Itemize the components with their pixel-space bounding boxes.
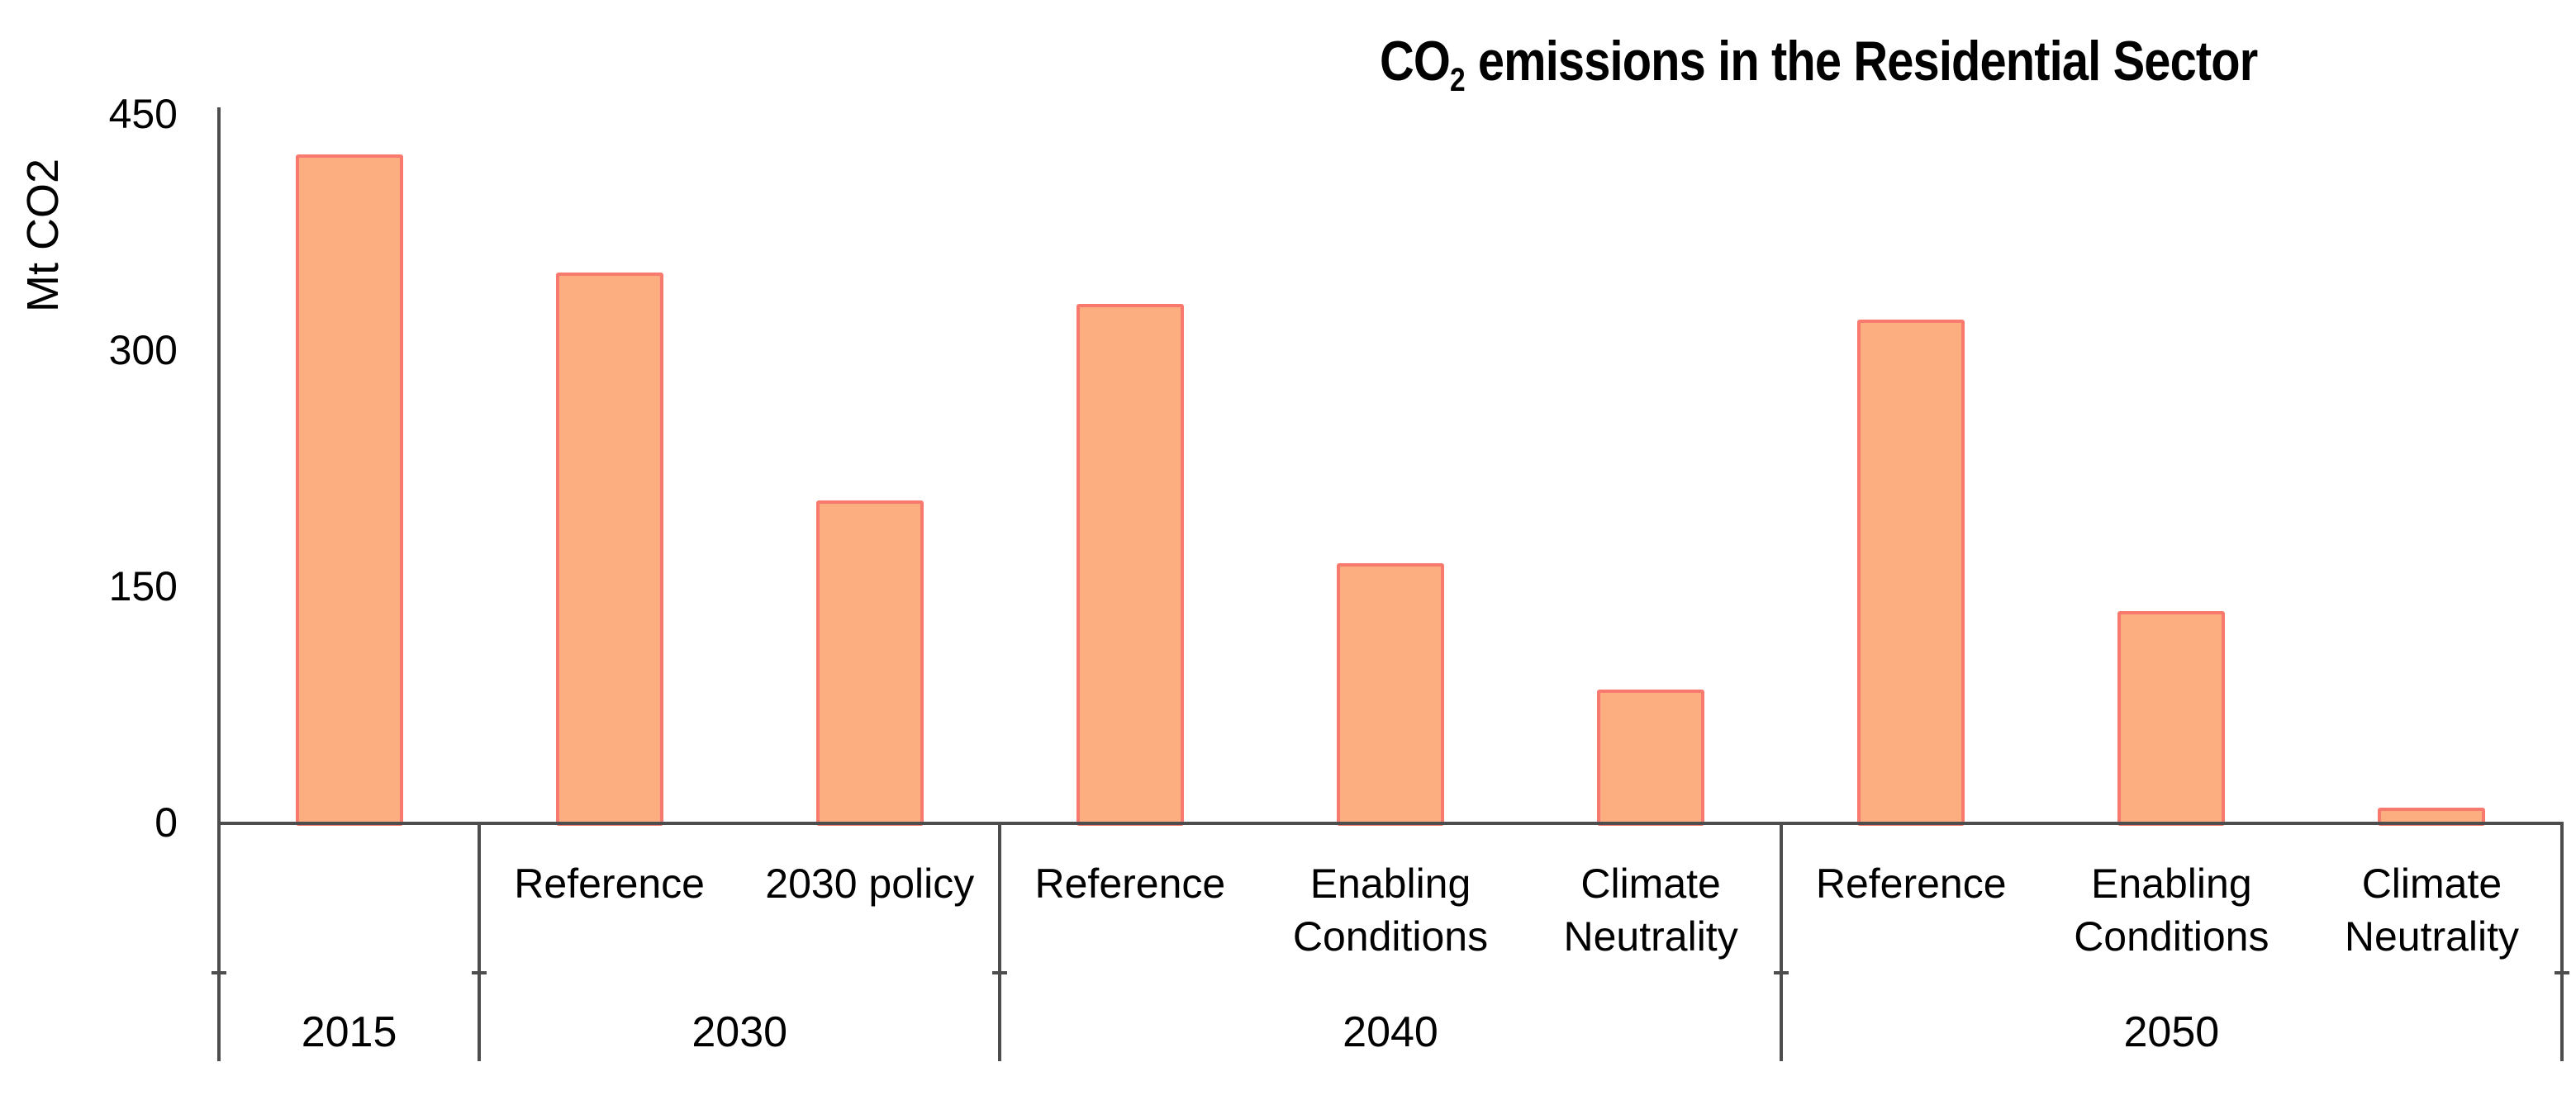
year-label-2030: 2030 (692, 1008, 788, 1056)
category-divider-tick (211, 971, 226, 974)
bar-2050-reference (1857, 319, 1965, 826)
category-divider (2560, 823, 2564, 1061)
year-label-2050: 2050 (2123, 1008, 2220, 1056)
y-tick-label-150: 150 (108, 562, 178, 609)
chart-title: CO2 emissions in the Residential Sector (1380, 30, 2258, 96)
category-divider (217, 823, 221, 1061)
category-label-2050-enabling-conditions: Enabling Conditions (2074, 861, 2269, 960)
chart-title-text: emissions in the Residential Sector (1465, 30, 2258, 92)
year-label-2015: 2015 (301, 1008, 397, 1056)
bar-2040-reference (1076, 303, 1184, 826)
y-tick-label-450: 450 (108, 90, 178, 137)
bar-2050-enabling-conditions (2117, 610, 2226, 826)
category-label-2040-reference: Reference (1034, 861, 1226, 907)
category-divider-tick (992, 971, 1008, 974)
x-axis-line (217, 822, 2564, 825)
category-divider (478, 823, 482, 1061)
category-label-2040-climate-neutrality: Climate Neutrality (1563, 861, 1738, 960)
category-divider (998, 823, 1002, 1061)
category-divider (1779, 823, 1783, 1061)
bar-2040-climate-neutrality (1597, 689, 1705, 826)
bar-2030-2030-policy (815, 500, 924, 826)
year-label-2040: 2040 (1343, 1008, 1438, 1056)
category-label-2050-climate-neutrality: Climate Neutrality (2344, 861, 2520, 960)
y-tick-label-0: 0 (154, 799, 178, 846)
y-axis-line (217, 107, 221, 825)
category-divider-tick (2555, 971, 2569, 974)
category-label-2030-2030-policy: 2030 policy (765, 861, 975, 907)
category-label-2040-enabling-conditions: Enabling Conditions (1292, 861, 1489, 960)
bar-2015-bar (295, 154, 403, 826)
category-label-2030-reference: Reference (514, 861, 705, 907)
chart-title-subscript: 2 (1450, 61, 1466, 98)
chart-title-co: CO (1380, 30, 1451, 92)
category-divider-tick (472, 971, 487, 974)
bar-2030-reference (555, 272, 663, 826)
bar-2040-enabling-conditions (1337, 563, 1444, 826)
y-tick-label-300: 300 (108, 326, 178, 373)
category-label-2050-reference: Reference (1815, 861, 2007, 907)
category-divider-tick (1773, 971, 1789, 974)
